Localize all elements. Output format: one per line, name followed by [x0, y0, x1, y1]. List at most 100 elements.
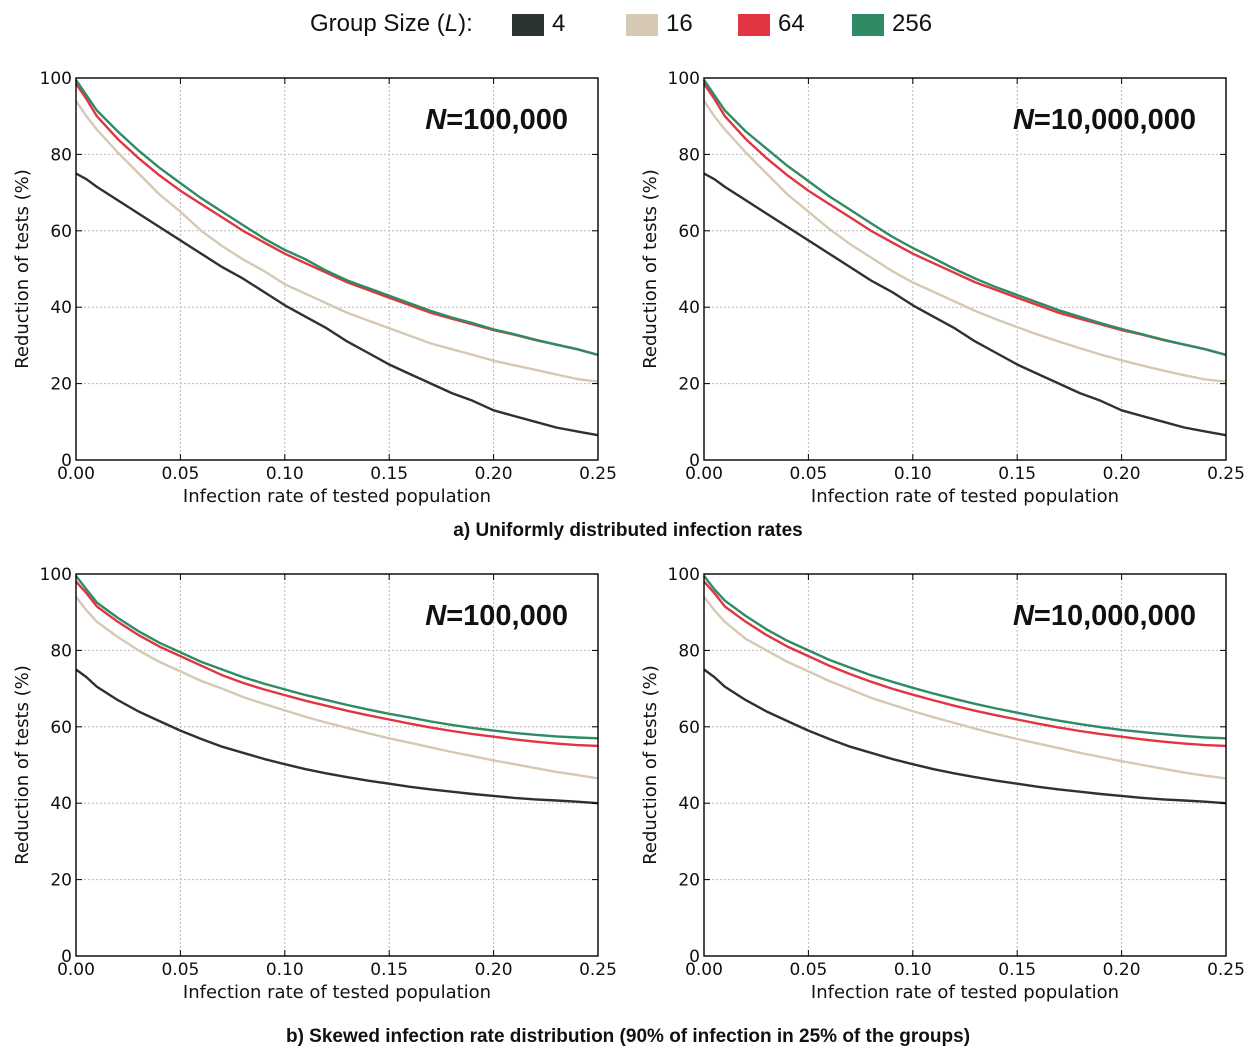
- series-line-4: [75, 172, 599, 437]
- x-tick-label: 0.00: [685, 960, 723, 980]
- legend-label: 4: [552, 10, 566, 37]
- x-tick-label: 0.10: [894, 960, 932, 980]
- x-tick-label: 0.15: [370, 464, 408, 484]
- y-tick-label: 100: [40, 69, 72, 89]
- series-line-16: [75, 596, 599, 780]
- series-line-64: [703, 580, 1227, 748]
- legend-label: 256: [892, 10, 933, 37]
- plot-frame: [703, 77, 1227, 461]
- y-tick-label: 0: [61, 947, 72, 967]
- x-axis-label: Infection rate of tested population: [183, 982, 491, 1003]
- x-tick-label: 0.10: [266, 960, 304, 980]
- x-tick-label: 0.15: [370, 960, 408, 980]
- y-tick-label: 40: [678, 298, 700, 318]
- series-line-4: [703, 172, 1227, 437]
- y-tick-label: 80: [50, 641, 72, 661]
- line-chart: 0.00 0.05 0.10 0.15 0.20 0.25 0 20 40 60 80 100 Infe…: [12, 565, 617, 1003]
- caption-b: b) Skewed infection rate distribution (9…: [285, 1026, 971, 1047]
- series-line-16: [703, 596, 1227, 780]
- series-line-256: [75, 79, 599, 357]
- legend-swatch: [738, 14, 770, 36]
- y-tick-label: 40: [678, 794, 700, 814]
- plot-frame: [703, 573, 1227, 957]
- n-annotation-value: =100,000: [446, 600, 568, 632]
- n-annotation-var: N: [1013, 104, 1035, 136]
- y-tick-label: 100: [40, 565, 72, 585]
- x-axis-label: Infection rate of tested population: [811, 486, 1119, 507]
- line-chart: 0.00 0.05 0.10 0.15 0.20 0.25 0 20 40 60 80 100 Infe…: [12, 69, 617, 507]
- y-tick-label: 60: [50, 718, 72, 738]
- plot-frame: [75, 573, 599, 957]
- y-tick-label: 0: [689, 947, 700, 967]
- x-tick-label: 0.20: [1103, 464, 1141, 484]
- y-tick-label: 100: [668, 565, 700, 585]
- y-tick-label: 40: [50, 298, 72, 318]
- n-annotation-value: =100,000: [446, 104, 568, 136]
- x-tick-label: 0.05: [161, 960, 199, 980]
- y-axis-label: Reduction of tests (%): [12, 169, 33, 369]
- x-tick-label: 0.15: [998, 464, 1036, 484]
- n-annotation: N=100,000: [425, 104, 568, 136]
- series-line-64: [75, 580, 599, 748]
- series-line-16: [75, 100, 599, 383]
- line-chart: 0.00 0.05 0.10 0.15 0.20 0.25 0 20 40 60 80 100 Infe…: [640, 565, 1245, 1003]
- n-annotation-var: N: [1013, 600, 1035, 632]
- x-tick-label: 0.00: [57, 464, 95, 484]
- x-tick-label: 0.10: [894, 464, 932, 484]
- y-tick-label: 20: [50, 871, 72, 891]
- n-annotation-var: N: [425, 600, 447, 632]
- n-annotation-value: =10,000,000: [1034, 600, 1196, 632]
- y-tick-label: 0: [689, 451, 700, 471]
- series-line-16: [703, 100, 1227, 383]
- n-annotation-var: N: [425, 104, 447, 136]
- x-tick-label: 0.15: [998, 960, 1036, 980]
- chart-panel-b-left: 0.00 0.05 0.10 0.15 0.20 0.25 0 20 40 60 80 100 Infe…: [0, 556, 628, 1016]
- y-tick-label: 40: [50, 794, 72, 814]
- chart-panel-a-left: 0.00 0.05 0.10 0.15 0.20 0.25 0 20 40 60 80 100 Infe…: [0, 60, 628, 520]
- x-axis-label: Infection rate of tested population: [183, 486, 491, 507]
- x-tick-label: 0.25: [579, 960, 617, 980]
- x-axis-label: Infection rate of tested population: [811, 982, 1119, 1003]
- legend-label: 16: [666, 10, 693, 37]
- n-annotation: N=10,000,000: [1013, 600, 1196, 632]
- legend-label: 64: [778, 10, 805, 37]
- legend-swatch: [852, 14, 884, 36]
- series-line-4: [703, 668, 1227, 805]
- x-tick-label: 0.25: [1207, 464, 1245, 484]
- legend-title-var: L: [444, 10, 459, 37]
- legend: Group Size (L): 4 16 64 256: [0, 6, 1256, 40]
- y-tick-label: 20: [50, 375, 72, 395]
- series-line-4: [75, 668, 599, 805]
- y-tick-label: 80: [678, 145, 700, 165]
- chart-panel-b-right: 0.00 0.05 0.10 0.15 0.20 0.25 0 20 40 60 80 100 Infe…: [628, 556, 1256, 1016]
- x-tick-label: 0.25: [579, 464, 617, 484]
- series-line-256: [75, 575, 599, 740]
- y-axis-label: Reduction of tests (%): [12, 665, 33, 865]
- series-line-256: [703, 79, 1227, 357]
- n-annotation: N=10,000,000: [1013, 104, 1196, 136]
- x-tick-label: 0.00: [685, 464, 723, 484]
- y-axis-label: Reduction of tests (%): [640, 169, 661, 369]
- x-tick-label: 0.20: [475, 960, 513, 980]
- chart-panel-a-right: 0.00 0.05 0.10 0.15 0.20 0.25 0 20 40 60 80 100 Infe…: [628, 60, 1256, 520]
- x-tick-label: 0.05: [161, 464, 199, 484]
- y-axis-label: Reduction of tests (%): [640, 665, 661, 865]
- legend-title: Group Size (L):: [310, 10, 473, 38]
- x-tick-label: 0.20: [1103, 960, 1141, 980]
- x-tick-label: 0.20: [475, 464, 513, 484]
- y-tick-label: 80: [678, 641, 700, 661]
- legend-swatch: [512, 14, 544, 36]
- x-tick-label: 0.10: [266, 464, 304, 484]
- x-tick-label: 0.25: [1207, 960, 1245, 980]
- y-tick-label: 20: [678, 375, 700, 395]
- n-annotation: N=100,000: [425, 600, 568, 632]
- y-tick-label: 80: [50, 145, 72, 165]
- x-tick-label: 0.00: [57, 960, 95, 980]
- legend-title-prefix: Group Size (: [310, 10, 445, 37]
- y-tick-label: 100: [668, 69, 700, 89]
- y-tick-label: 60: [678, 222, 700, 242]
- legend-title-suffix: ):: [458, 10, 473, 37]
- x-tick-label: 0.05: [789, 464, 827, 484]
- n-annotation-value: =10,000,000: [1034, 104, 1196, 136]
- caption-a: a) Uniformly distributed infection rates: [453, 520, 803, 541]
